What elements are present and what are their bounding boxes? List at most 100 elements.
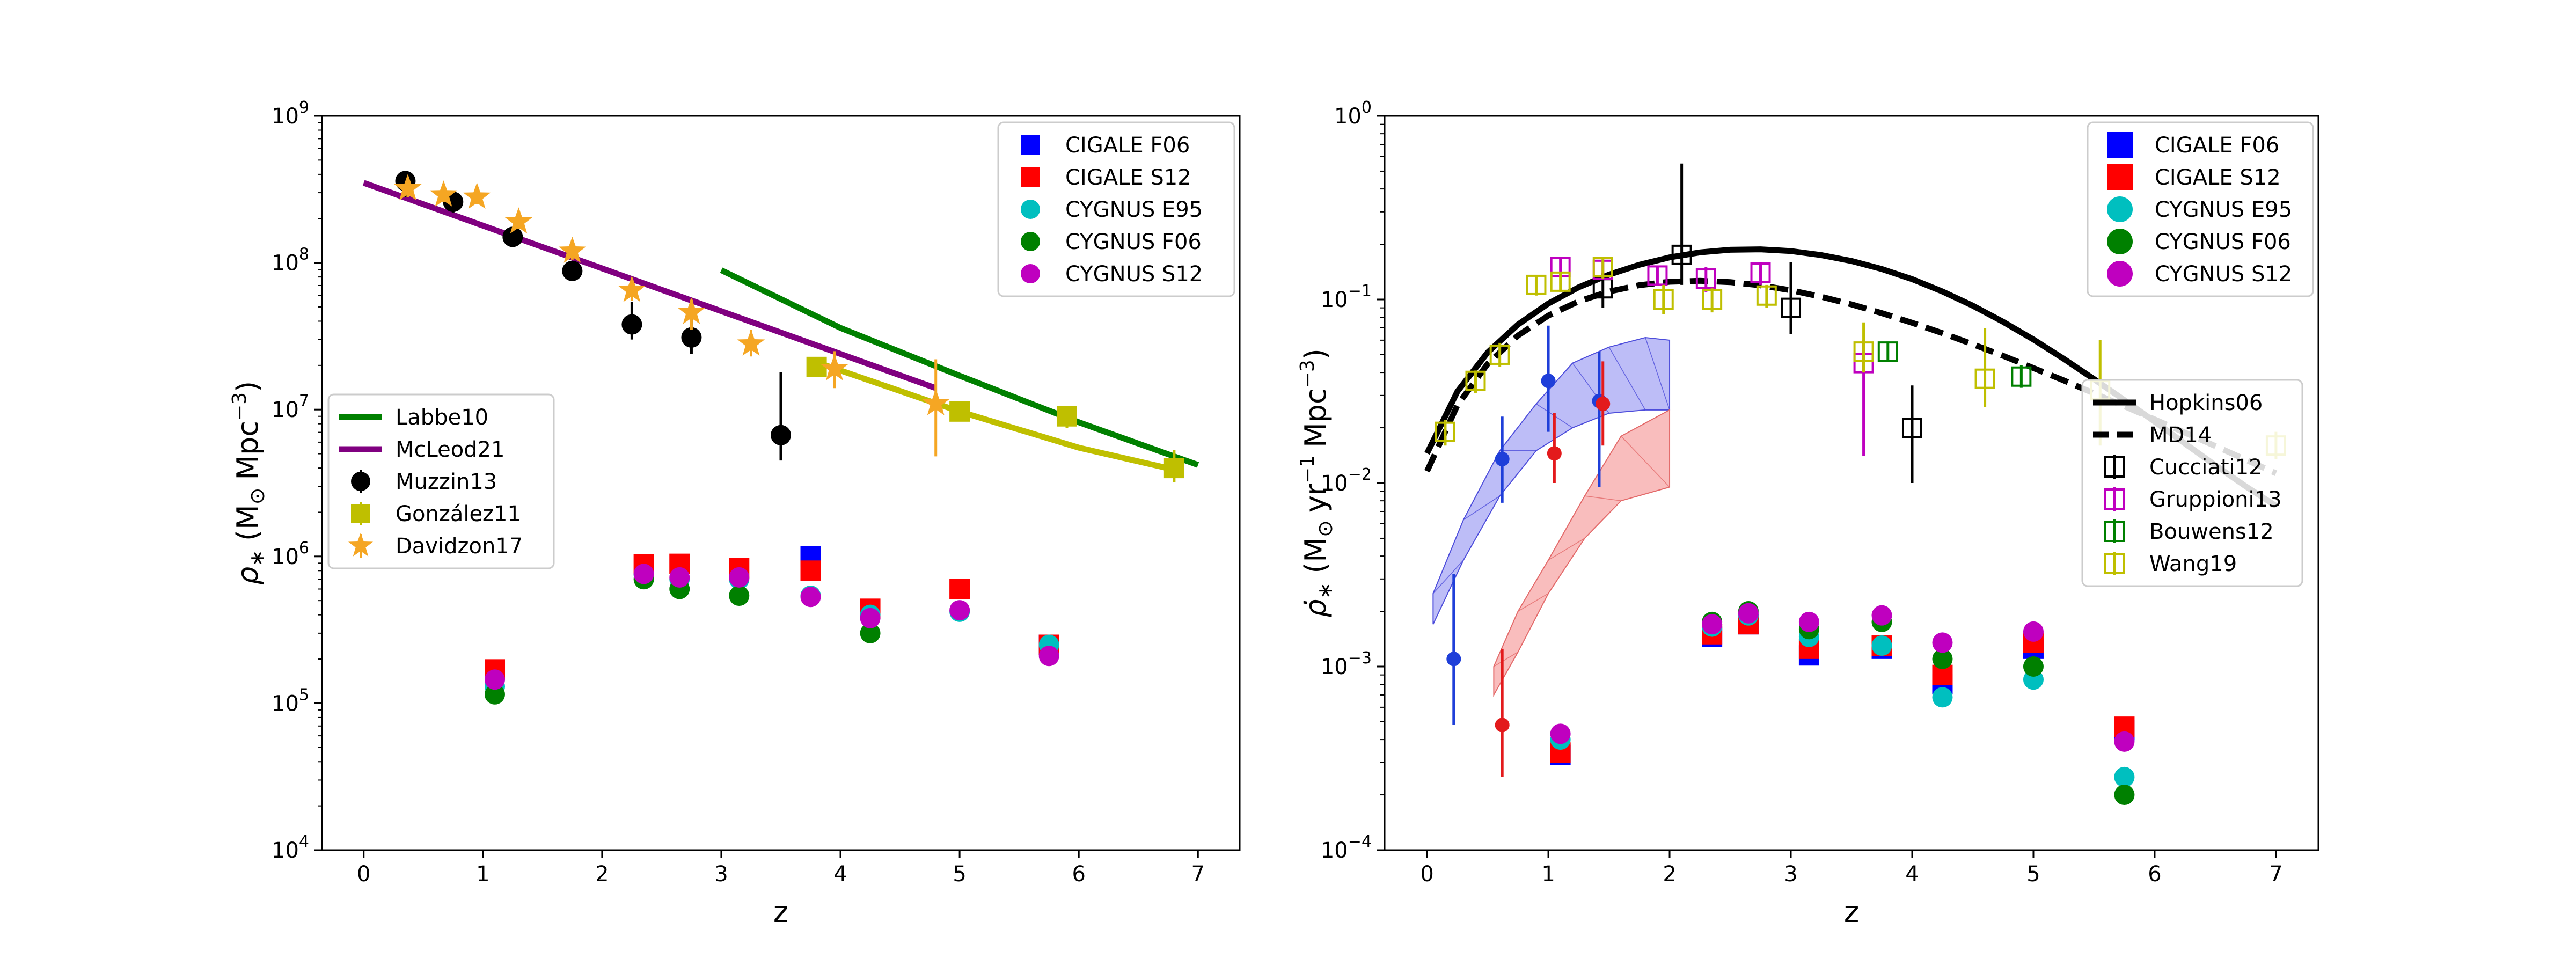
cygnus-f06-point bbox=[485, 684, 506, 705]
left-axes: 0 1 2 3 4 5 6 7 104 105 106 107 108 109 bbox=[272, 98, 1205, 887]
gonz-lez11-fit-line bbox=[815, 359, 1175, 473]
right-legend-top: CIGALE F06 CIGALE S12 CYGNUS E95 CYGNUS F06… bbox=[2087, 121, 2314, 297]
blue-band-hatch bbox=[1645, 337, 1670, 411]
legend-bouwens12-label: Bouwens12 bbox=[2149, 519, 2274, 544]
wang19-point bbox=[1592, 257, 1613, 277]
legend-cygnus-e95-handle bbox=[1021, 200, 1040, 219]
cygnus-s12-point bbox=[1702, 614, 1723, 635]
legend-cygnus-s12-label: CYGNUS S12 bbox=[1065, 262, 1203, 287]
right-axes: 0 1 2 3 4 5 6 7 10−4 10−3 10−2 10−1 100 bbox=[1321, 98, 2283, 887]
cigale-s12-point bbox=[949, 579, 970, 599]
legend-cygnus-e95-label: CYGNUS E95 bbox=[1065, 197, 1203, 222]
cygnus-s12-point bbox=[2023, 621, 2044, 642]
wang19-point bbox=[1756, 285, 1777, 306]
davidzon17-point bbox=[558, 236, 586, 263]
left-xtick-label: 7 bbox=[1191, 862, 1205, 887]
left-xtick-label: 3 bbox=[714, 862, 728, 887]
davidzon17-point bbox=[463, 182, 491, 209]
wang19-point bbox=[1526, 274, 1547, 295]
cygnus-s12-series bbox=[1550, 603, 2135, 752]
left-ytick-label: 105 bbox=[272, 685, 309, 716]
left-xtick-label: 0 bbox=[357, 862, 370, 887]
legend-cigale-s12-label: CIGALE S12 bbox=[1065, 165, 1191, 190]
right-xtick-label: 6 bbox=[2148, 862, 2161, 887]
cygnus-s12-point bbox=[1038, 646, 1059, 667]
cygnus-s12-point bbox=[1798, 611, 1819, 632]
wang19-point bbox=[1435, 421, 1455, 442]
davidzon17-point bbox=[677, 297, 706, 324]
uv-blue-points-series bbox=[1446, 325, 1607, 726]
legend-cygnus-e95-handle bbox=[2107, 196, 2133, 222]
legend-cygnus-s12-label: CYGNUS S12 bbox=[2155, 262, 2292, 287]
cygnus-s12-point bbox=[669, 567, 690, 588]
legend-wang19-handle bbox=[2104, 553, 2125, 574]
davidzon17-point bbox=[737, 329, 765, 356]
legend-gonz-lez11-label: González11 bbox=[396, 502, 521, 526]
legend-cygnus-f06-handle bbox=[1021, 232, 1040, 251]
legend-cygnus-f06-handle bbox=[2107, 229, 2133, 254]
left-xtick-label: 4 bbox=[833, 862, 847, 887]
legend-cygnus-s12-handle bbox=[2107, 261, 2133, 287]
legend-frame bbox=[327, 393, 555, 569]
legend-labbe10-label: Labbe10 bbox=[396, 405, 488, 430]
davidzon17-point bbox=[922, 389, 950, 415]
left-ytick-label: 108 bbox=[272, 245, 309, 276]
uv-red-points-point bbox=[1596, 396, 1611, 411]
red-band-hatch bbox=[1548, 538, 1585, 561]
legend-gruppioni13-handle bbox=[2104, 488, 2125, 510]
cygnus-s12-series bbox=[485, 564, 1059, 690]
cucciati12-series bbox=[1592, 163, 1922, 483]
legend-frame bbox=[2087, 121, 2314, 297]
right-ytick-label: 10−4 bbox=[1321, 832, 1372, 863]
wang19-point bbox=[1489, 344, 1510, 365]
red-band-hatch bbox=[1584, 495, 1621, 501]
cygnus-s12-point bbox=[1871, 605, 1892, 626]
right-xtick-label: 7 bbox=[2269, 862, 2282, 887]
cigale-f06-series bbox=[1550, 614, 2135, 765]
left-plot-area bbox=[362, 171, 1199, 705]
legend-md14-label: MD14 bbox=[2149, 423, 2212, 448]
gonz-lez11-point bbox=[806, 356, 827, 377]
bouwens12-point bbox=[2011, 366, 2032, 387]
blue-band-hatch bbox=[1463, 495, 1501, 521]
left-ytick-label: 104 bbox=[272, 832, 309, 863]
cygnus-f06-series bbox=[1702, 601, 2135, 806]
cygnus-e95-series bbox=[1550, 605, 2135, 787]
gonz-lez11-point bbox=[1163, 458, 1184, 479]
cygnus-s12-point bbox=[949, 600, 970, 621]
left-legend-top: CIGALE F06 CIGALE S12 CYGNUS E95 CYGNUS F06… bbox=[997, 121, 1235, 297]
davidzon17-point bbox=[821, 354, 848, 380]
left-xlabel: z bbox=[773, 895, 788, 929]
red-band-hatch bbox=[1493, 652, 1518, 667]
cygnus-s12-point bbox=[2114, 731, 2135, 752]
gonz-lez11-point bbox=[949, 401, 970, 422]
gruppioni13-point bbox=[1695, 268, 1716, 289]
cygnus-e95-point bbox=[1932, 687, 1953, 708]
cygnus-s12-point bbox=[1932, 632, 1953, 653]
cucciati12-point bbox=[1671, 244, 1692, 265]
cygnus-e95-point bbox=[2114, 766, 2135, 787]
legend-gonz-lez11-handle bbox=[351, 504, 370, 523]
right-xtick-label: 2 bbox=[1663, 862, 1676, 887]
legend-frame bbox=[2081, 379, 2303, 587]
left-ylabel: ρ∗(M⊙Mpc−3) bbox=[229, 381, 269, 585]
uv-red-points-point bbox=[1495, 718, 1510, 733]
right-xtick-label: 4 bbox=[1905, 862, 1919, 887]
cygnus-f06-point bbox=[729, 586, 750, 606]
left-ytick-label: 109 bbox=[272, 98, 309, 129]
legend-cygnus-f06-label: CYGNUS F06 bbox=[1065, 230, 1202, 254]
labbe10-line bbox=[720, 267, 1199, 468]
left-panel: 0 1 2 3 4 5 6 7 104 105 106 107 108 109 z ρ∗(M⊙Mpc−3)… bbox=[229, 98, 1241, 929]
cigale-s12-series bbox=[485, 553, 1059, 680]
right-panel: 0 1 2 3 4 5 6 7 10−4 10−3 10−2 10−1 100 z ρ̇∗(M⊙yr−1… bbox=[1297, 98, 2319, 929]
cucciati12-point bbox=[1901, 418, 1922, 438]
legend-hopkins06-label: Hopkins06 bbox=[2149, 391, 2263, 415]
blue-band-hatch bbox=[1608, 347, 1646, 411]
legend-cigale-f06-label: CIGALE F06 bbox=[1065, 133, 1190, 158]
right-xtick-label: 5 bbox=[2026, 862, 2040, 887]
cygnus-f06-series bbox=[485, 569, 881, 705]
gonz-lez11-point bbox=[1056, 406, 1077, 427]
red-band-hatch bbox=[1621, 436, 1670, 488]
right-ylabel: ρ̇∗(M⊙yr−1Mpc−3) bbox=[1297, 348, 1337, 618]
